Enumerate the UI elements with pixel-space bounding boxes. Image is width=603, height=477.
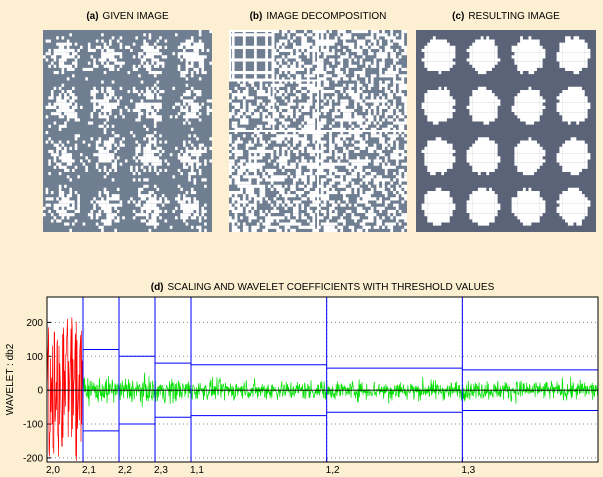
x-tick-label: 1,1	[190, 465, 204, 476]
panel-tag: (c)	[452, 11, 464, 22]
panel-title-text: RESULTING IMAGE	[468, 11, 560, 22]
panel-title-text: IMAGE DECOMPOSITION	[266, 11, 386, 22]
x-tick-label: 2,1	[82, 465, 96, 476]
y-tick-label: 100	[26, 352, 43, 363]
x-tick-label: 1,2	[326, 465, 340, 476]
y-tick-label: -200	[23, 453, 43, 464]
x-tick-label: 2,0	[46, 465, 60, 476]
panel-title-text: GIVEN IMAGE	[103, 11, 169, 22]
figure: (a) GIVEN IMAGE (b)IMAGE DECOMPOSITION (c) R…	[0, 0, 603, 477]
chart-title: (d) SCALING AND WAVELET COEFFICIENTS WITH…	[151, 282, 495, 293]
panel-title: (c) RESULTING IMAGE	[452, 11, 560, 22]
panel-tag: (a)	[86, 11, 98, 22]
x-tick-label: 2,2	[118, 465, 132, 476]
chart-tag: (d)	[151, 282, 164, 293]
y-tick-label: 200	[26, 318, 43, 329]
panel-tag: (b)	[250, 11, 263, 22]
y-axis-label: WAVELET : db2	[5, 343, 16, 415]
x-tick-label: 1,3	[461, 465, 475, 476]
y-tick-label: 0	[37, 386, 43, 397]
y-tick-label: -100	[23, 420, 43, 431]
page: (a) GIVEN IMAGE (b)IMAGE DECOMPOSITION (c) R…	[0, 0, 603, 477]
plot-area	[47, 297, 598, 462]
x-tick-label: 2,3	[154, 465, 168, 476]
panel-title: (b)IMAGE DECOMPOSITION	[250, 11, 387, 22]
chart-title-text: SCALING AND WAVELET COEFFICIENTS WITH TH…	[168, 282, 495, 293]
